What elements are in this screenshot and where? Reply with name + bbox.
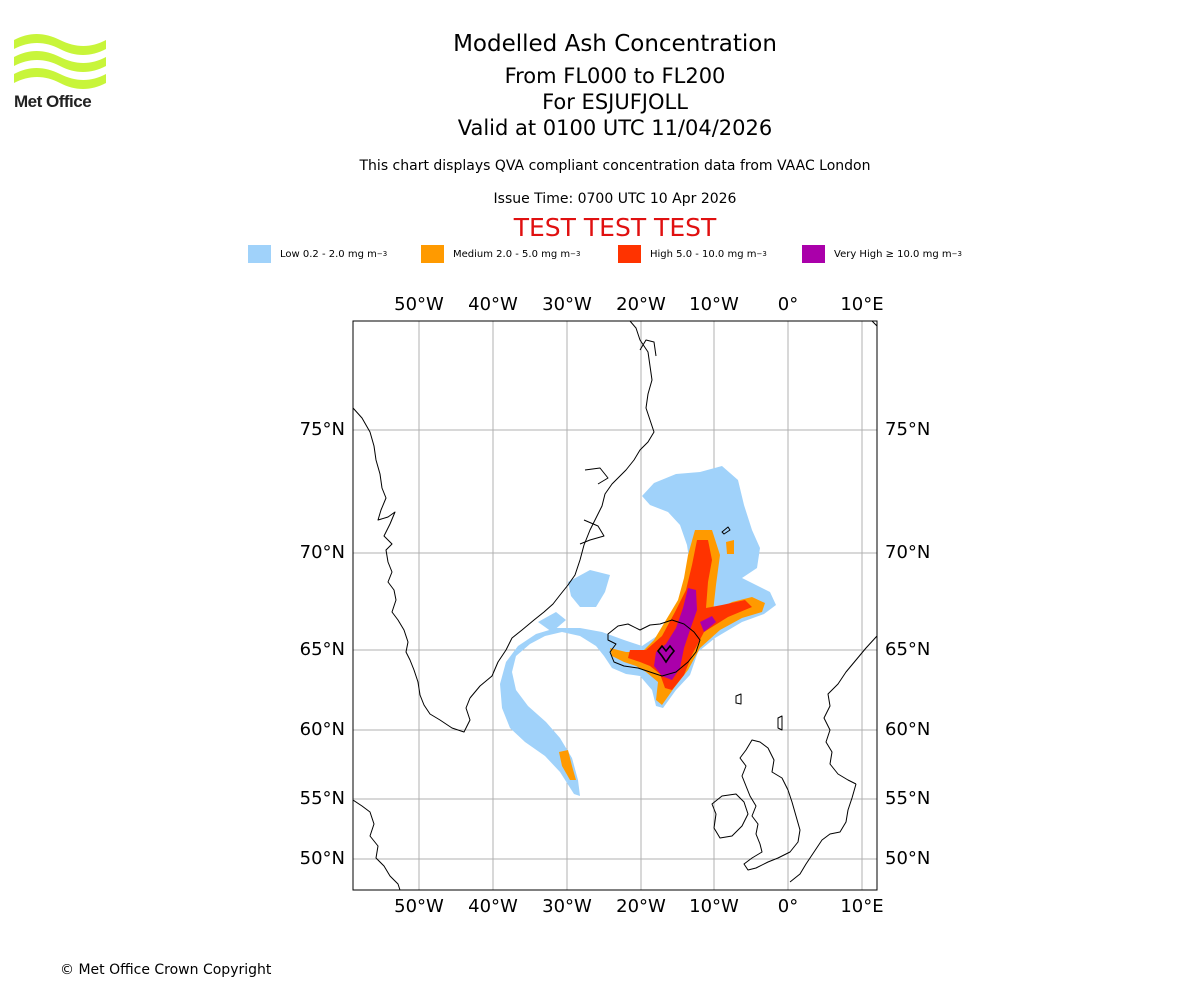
legend-very-high-label: Very High ≥ 10.0 mg m [834, 248, 952, 260]
legend-very-high: Very High ≥ 10.0 mg m −3 [802, 244, 962, 264]
legend-high-unit-exponent: −3 [756, 250, 767, 258]
legend-medium-unit-exponent: −3 [570, 250, 581, 258]
coast-svalbard [871, 321, 877, 327]
chart-title: Modelled Ash Concentration [453, 31, 777, 57]
lat-labels-right: 75°N 70°N 65°N 60°N 55°N 50°N [885, 419, 930, 869]
coastlines [353, 321, 877, 890]
coast-norway [823, 635, 877, 785]
lon-label: 20°W [616, 896, 666, 917]
coast-faroe [735, 693, 742, 705]
logo-text: Met Office [14, 92, 92, 111]
legend-low-unit-exponent: −3 [376, 250, 388, 258]
copyright-notice: © Met Office Crown Copyright [60, 962, 272, 978]
ash-low-patch [568, 570, 610, 607]
met-office-logo: Met Office [14, 30, 106, 112]
legend-very-high-swatch [802, 245, 825, 263]
coast-iceland [607, 619, 701, 677]
coast-greenland-east-fjord [584, 467, 609, 485]
lat-label: 60°N [885, 719, 930, 740]
legend-high: High 5.0 - 10.0 mg m −3 [618, 244, 767, 264]
coast-greenland-east-fjord [639, 339, 657, 357]
lon-label: 50°W [394, 294, 444, 315]
map-content [353, 321, 877, 890]
volcano-name: For ESJUFJOLL [542, 90, 688, 114]
coast-labrador [353, 799, 401, 890]
legend-medium: Medium 2.0 - 5.0 mg m −3 [421, 244, 580, 264]
legend-medium-swatch [421, 245, 444, 263]
valid-time: Valid at 0100 UTC 11/04/2026 [457, 116, 773, 140]
issue-time: Issue Time: 0700 UTC 10 Apr 2026 [493, 191, 737, 207]
lon-labels-bottom: 50°W 40°W 30°W 20°W 10°W 0° 10°E [394, 896, 883, 917]
lat-label: 70°N [300, 542, 345, 563]
lat-labels-left: 75°N 70°N 65°N 60°N 55°N 50°N [300, 419, 345, 869]
lat-label: 65°N [300, 639, 345, 660]
lat-label: 75°N [885, 419, 930, 440]
ash-very-high [654, 588, 716, 680]
flight-level-range: From FL000 to FL200 [504, 64, 726, 88]
lat-label: 50°N [885, 848, 930, 869]
lat-label: 50°N [300, 848, 345, 869]
lat-label: 60°N [300, 719, 345, 740]
legend-medium-label: Medium 2.0 - 5.0 mg m [453, 248, 571, 260]
legend-low-label: Low 0.2 - 2.0 mg m [280, 248, 377, 260]
coast-greenland-west [353, 407, 471, 733]
coast-greenland-east [469, 321, 655, 699]
lat-label: 75°N [300, 419, 345, 440]
lon-label: 10°W [689, 294, 739, 315]
qva-note: This chart displays QVA compliant concen… [359, 158, 871, 174]
ash-medium-patch [726, 540, 734, 554]
coast-ireland [711, 793, 749, 839]
lon-label: 40°W [468, 294, 518, 315]
legend-high-label: High 5.0 - 10.0 mg m [650, 248, 757, 260]
lon-label: 0° [778, 294, 798, 315]
lon-label: 50°W [394, 896, 444, 917]
legend-high-swatch [618, 245, 641, 263]
legend-very-high-unit-exponent: −3 [951, 250, 962, 258]
lon-label: 10°E [840, 896, 883, 917]
lon-labels-top: 50°W 40°W 30°W 20°W 10°W 0° 10°E [394, 294, 883, 315]
coast-jan-mayen [721, 526, 731, 535]
coast-denmark [789, 783, 857, 883]
ash-very-high-patch [700, 616, 716, 632]
lon-label: 10°W [689, 896, 739, 917]
test-banner: TEST TEST TEST [513, 213, 717, 242]
graticule [353, 321, 877, 890]
ash-medium-patch [559, 750, 576, 780]
lat-label: 70°N [885, 542, 930, 563]
lat-label: 65°N [885, 639, 930, 660]
legend-low: Low 0.2 - 2.0 mg m −3 [248, 244, 387, 264]
volcano-marker-icon [656, 644, 676, 664]
lon-label: 0° [778, 896, 798, 917]
lon-label: 30°W [542, 294, 592, 315]
coast-greenland-east-fjord [579, 519, 605, 545]
lat-label: 55°N [885, 788, 930, 809]
met-office-waves-icon [14, 34, 106, 89]
map-frame [352, 320, 878, 891]
lon-label: 40°W [468, 896, 518, 917]
lon-label: 30°W [542, 896, 592, 917]
coast-shetland [777, 715, 783, 731]
coast-britain [739, 739, 801, 871]
lon-label: 10°E [840, 294, 883, 315]
legend-low-swatch [248, 245, 271, 263]
lon-label: 20°W [616, 294, 666, 315]
lat-label: 55°N [300, 788, 345, 809]
ash-low-patch [538, 612, 566, 632]
